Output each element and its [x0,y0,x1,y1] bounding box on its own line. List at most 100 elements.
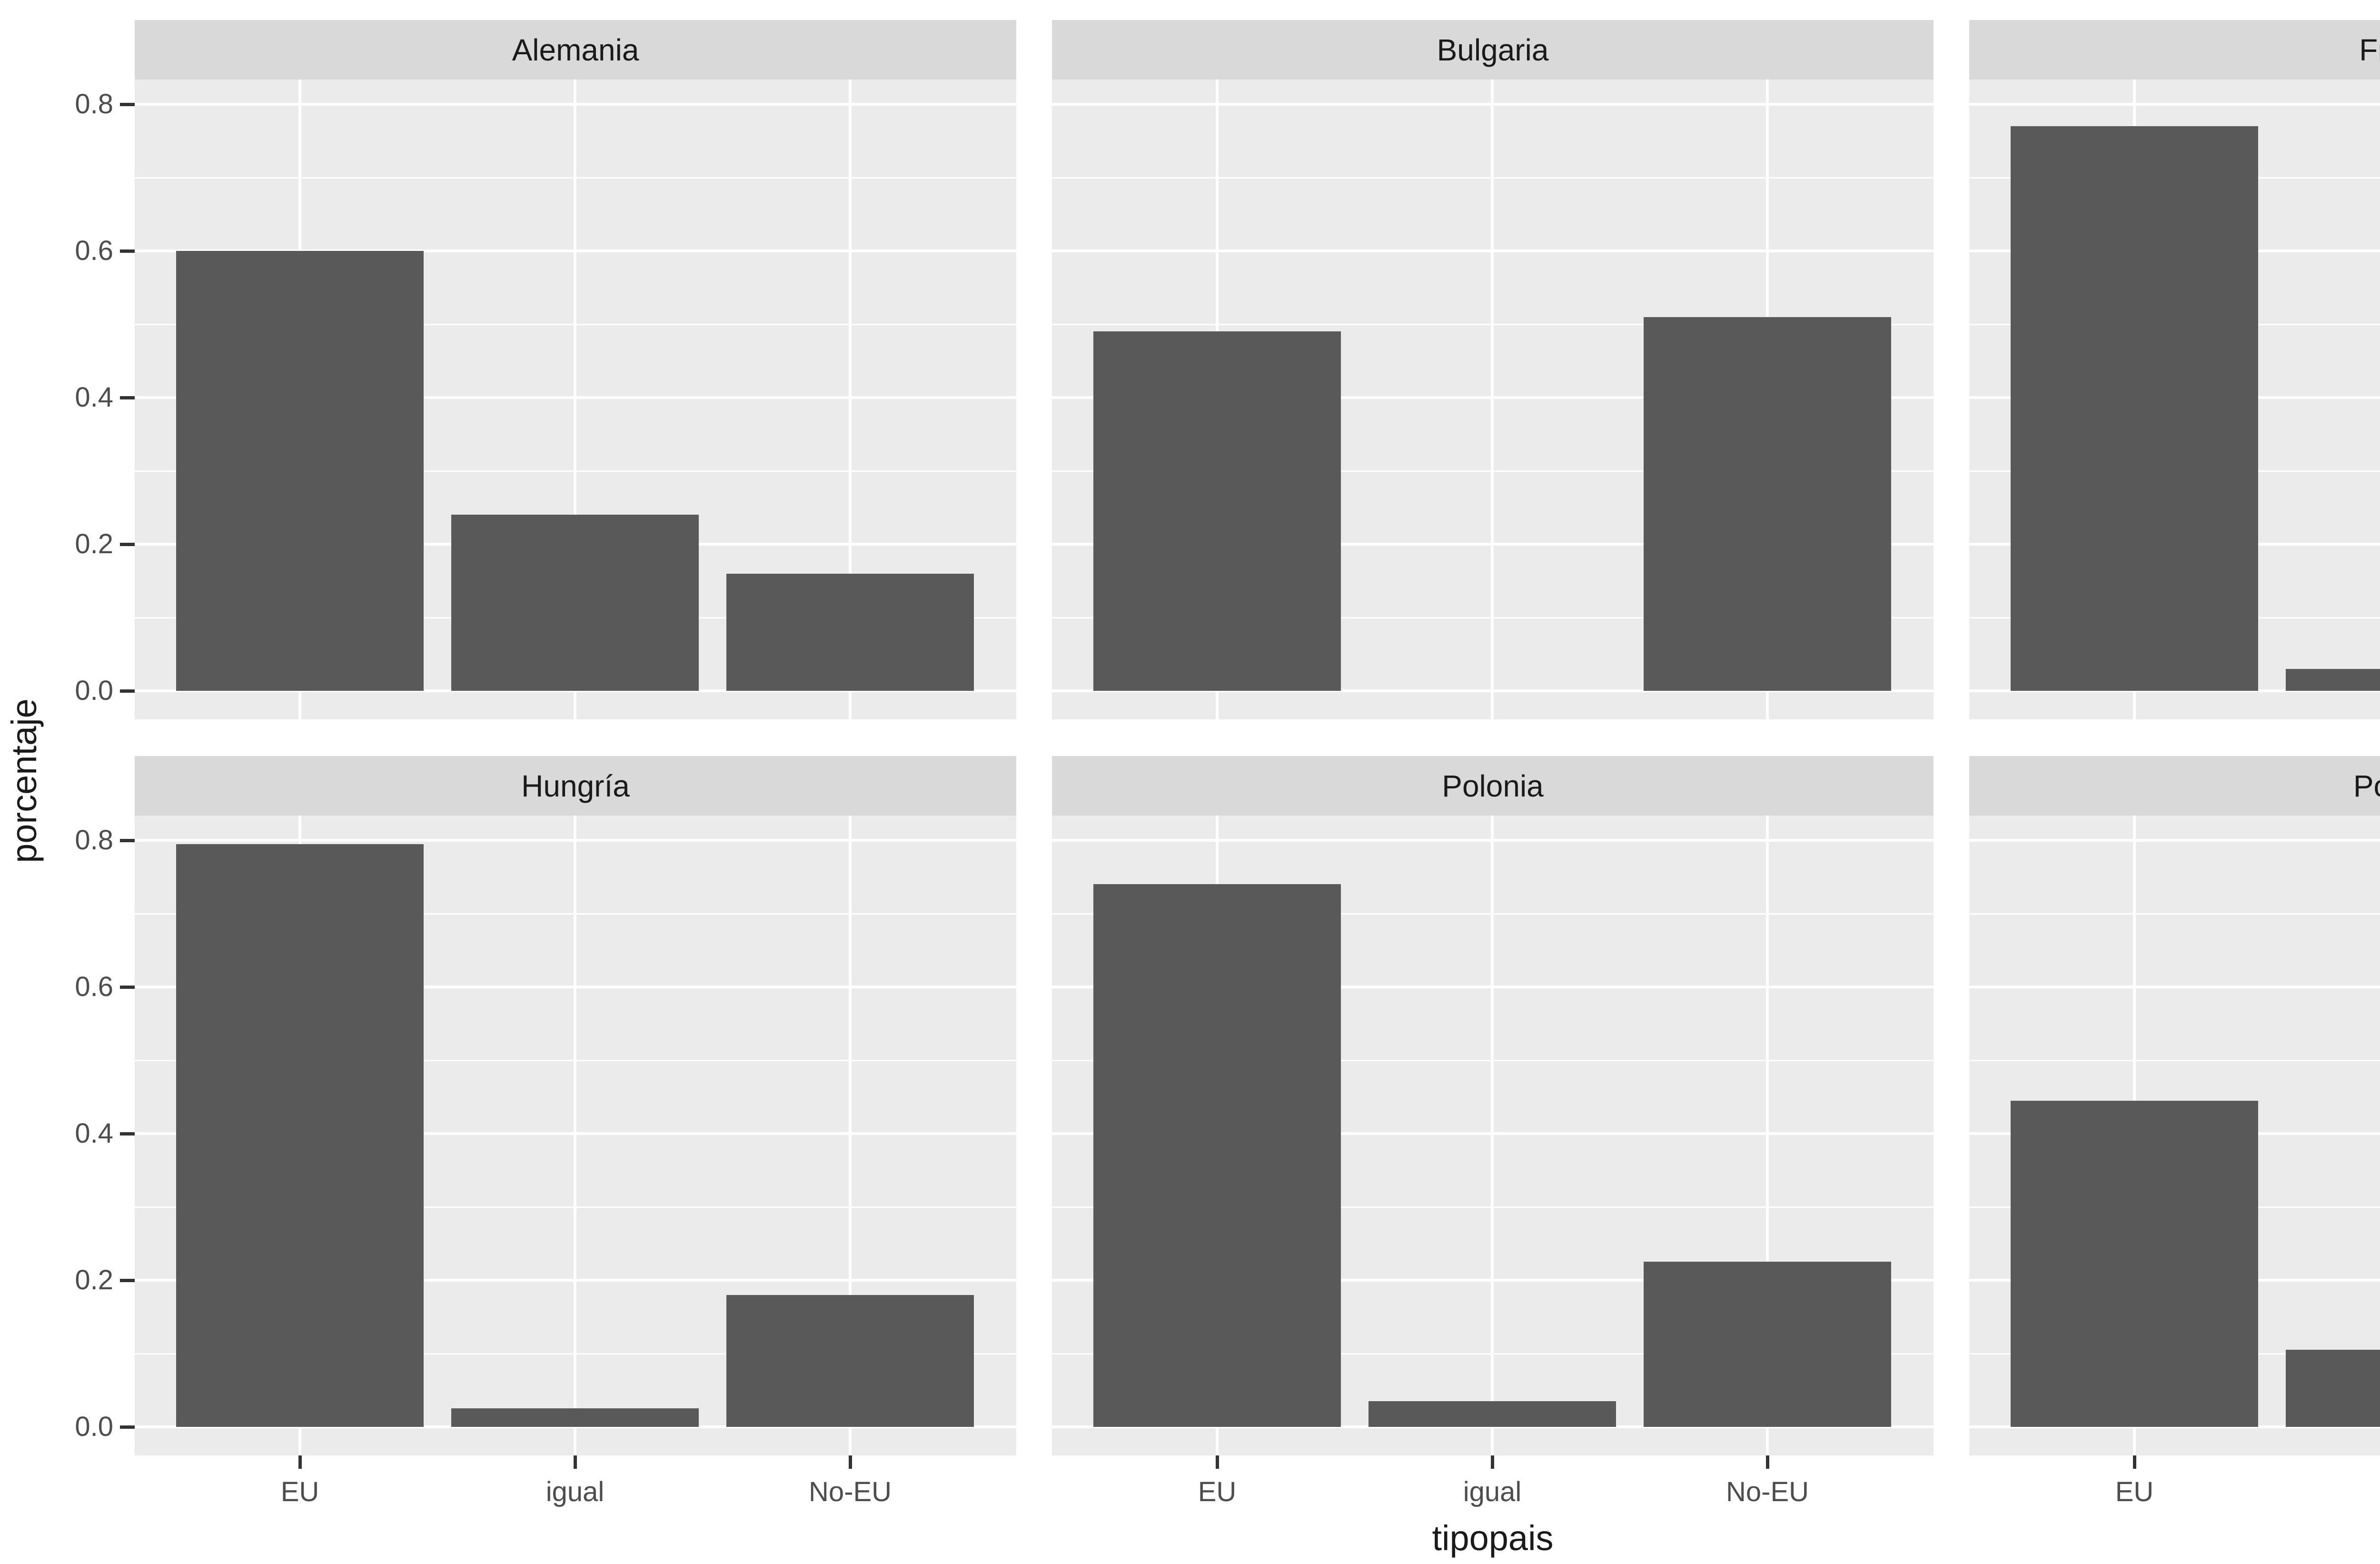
gridline-major [135,1132,1016,1135]
facet-strip: Hungría [135,756,1016,816]
facet-strip: Portugal [1969,756,2380,816]
y-tick-label: 0.4 [75,1118,113,1149]
y-tick-mark [120,986,135,989]
y-tick-label: 0.6 [75,235,113,266]
y-tick-label: 0.2 [75,1265,113,1295]
bar-bulgaria-eu [1093,331,1341,691]
gridline-minor [1052,1206,1934,1208]
facet-portugal: Portugal [1969,756,2380,1455]
gridline-minor [1969,913,2380,915]
gridline-vertical [574,816,576,1455]
x-tick-mark [1216,1455,1219,1469]
facet-title: Portugal [2353,768,2380,803]
y-tick-mark [120,543,135,546]
bar-alemania-no-eu [726,574,974,691]
facet-title: Bulgaria [1437,32,1549,67]
facet-title: Polonia [1442,768,1544,803]
gridline-minor [1969,1059,2380,1061]
gridline-major [1052,1132,1934,1135]
gridline-major [1052,986,1934,988]
gridline-minor [135,1353,1016,1355]
bar-francia-eu [2011,126,2258,691]
gridline-major [1052,839,1934,842]
gridline-major [135,986,1016,988]
gridline-major [135,103,1016,106]
gridline-major [135,1279,1016,1282]
bar-portugal-igual [2286,1350,2380,1427]
y-tick-label: 0.8 [75,89,113,120]
bar-hungría-eu [176,844,424,1427]
facet-panel [1969,80,2380,719]
x-axis-title: tipopais [1432,1518,1554,1558]
gridline-major [135,689,1016,692]
y-tick-label: 0.2 [75,528,113,559]
x-tick-mark [2133,1455,2136,1469]
gridline-major [1969,1425,2380,1428]
gridline-major [1969,689,2380,692]
x-tick-label: igual [1463,1476,1522,1507]
facet-panel [1969,816,2380,1455]
facet-strip: Bulgaria [1052,20,1934,80]
gridline-major [1052,543,1934,546]
bar-alemania-igual [451,515,699,691]
facet-panel [135,80,1016,719]
facet-strip: Polonia [1052,756,1934,816]
facet-title: Francia [2359,32,2380,67]
bar-polonia-eu [1093,884,1341,1427]
x-tick-label: No-EU [808,1476,892,1507]
y-tick-mark [120,103,135,106]
gridline-vertical [1491,816,1494,1455]
gridline-minor [135,913,1016,915]
facet-title: Alemania [512,32,639,67]
gridline-major [1052,1425,1934,1428]
y-tick-mark [120,1425,135,1429]
gridline-minor [135,1059,1016,1061]
gridline-major [135,396,1016,399]
gridline-major [135,1425,1016,1428]
gridline-vertical [574,80,576,719]
gridline-minor [1052,323,1934,325]
gridline-vertical [1491,80,1494,719]
gridline-minor [1052,913,1934,915]
facet-panel [135,816,1016,1455]
gridline-minor [1052,470,1934,472]
gridline-major [1052,396,1934,399]
bar-hungría-igual [451,1408,699,1427]
x-tick-mark [1766,1455,1769,1469]
x-tick-mark [574,1455,577,1469]
bar-bulgaria-no-eu [1644,317,1891,691]
gridline-vertical [1766,816,1769,1455]
gridline-major [1052,1279,1934,1282]
gridline-major [1052,689,1934,692]
x-tick-label: EU [280,1476,319,1507]
y-tick-label: 0.8 [75,825,113,856]
y-tick-label: 0.0 [75,1411,113,1442]
x-tick-label: EU [1198,1476,1237,1507]
facet-title: Hungría [521,768,630,803]
y-tick-label: 0.4 [75,382,113,413]
facet-panel [1052,80,1934,719]
bar-polonia-no-eu [1644,1262,1891,1427]
facet-alemania: Alemania [135,20,1016,719]
x-tick-mark [298,1455,302,1469]
gridline-minor [1052,177,1934,179]
y-tick-label: 0.0 [75,675,113,706]
bar-polonia-igual [1368,1401,1616,1427]
gridline-minor [135,177,1016,179]
y-tick-mark [120,1279,135,1282]
facet-strip: Francia [1969,20,2380,80]
bar-hungría-no-eu [726,1295,974,1427]
gridline-minor [1052,1059,1934,1061]
gridline-minor [1052,1353,1934,1355]
facet-hungria: Hungría [135,756,1016,1455]
x-tick-mark [849,1455,852,1469]
y-tick-mark [120,689,135,693]
gridline-minor [135,470,1016,472]
gridline-major [1969,986,2380,988]
gridline-major [135,249,1016,252]
facet-francia: Francia [1969,20,2380,719]
gridline-minor [1052,617,1934,618]
gridline-vertical [849,80,852,719]
facet-bulgaria: Bulgaria [1052,20,1934,719]
